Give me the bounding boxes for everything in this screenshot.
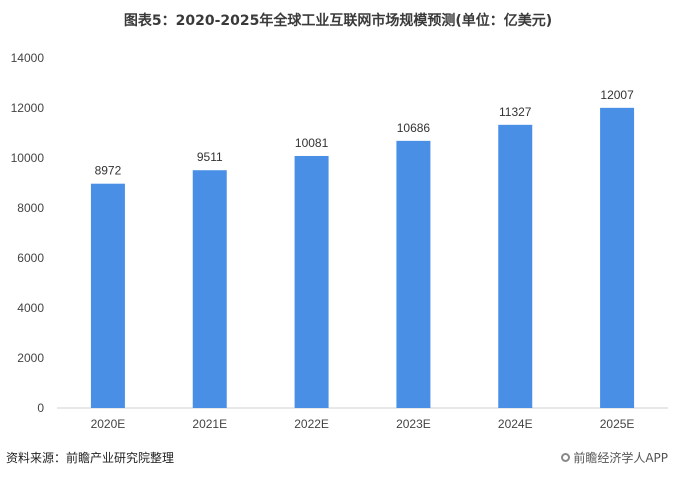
y-tick-label: 6000 (17, 251, 44, 265)
y-tick-label: 0 (37, 401, 44, 415)
x-tick-label: 2023E (396, 417, 431, 431)
brand-logo-icon (561, 453, 571, 462)
data-label-2024E: 11327 (499, 105, 532, 119)
x-tick-label: 2024E (498, 417, 533, 431)
source-note: 资料来源：前瞻产业研究院整理 (6, 451, 175, 465)
data-label-2023E: 10686 (397, 121, 431, 135)
chart-title: 图表5：2020-2025年全球工业互联网市场规模预测(单位：亿美元) (123, 13, 553, 29)
y-tick-label: 8000 (17, 201, 44, 215)
x-tick-label: 2025E (600, 417, 635, 431)
y-tick-label: 2000 (17, 351, 44, 365)
brand-watermark: 前瞻经济学人APP (561, 449, 668, 466)
x-axis: 2020E 2021E 2022E 2023E 2024E 2025E (91, 417, 635, 431)
bar-2024E (498, 124, 533, 408)
data-label-2022E: 10081 (295, 136, 329, 150)
bar-2023E (396, 140, 431, 408)
x-tick-label: 2020E (91, 417, 126, 431)
y-tick-label: 4000 (17, 301, 44, 315)
y-tick-label: 10000 (11, 151, 45, 165)
bar-2021E (192, 170, 227, 408)
y-tick-label: 14000 (11, 51, 45, 65)
data-labels-group: 8972 9511 10081 10686 11327 12007 (95, 88, 635, 178)
bar-2020E (90, 183, 125, 408)
x-tick-label: 2021E (192, 417, 227, 431)
data-label-2021E: 9511 (197, 150, 223, 164)
bar-2022E (294, 155, 329, 408)
y-tick-label: 12000 (11, 101, 45, 115)
y-axis: 0 2000 4000 6000 8000 10000 12000 14000 (11, 51, 45, 415)
brand-label: 前瞻经济学人APP (573, 451, 668, 465)
data-label-2020E: 8972 (95, 164, 122, 178)
bars-group (90, 107, 635, 408)
x-tick-label: 2022E (294, 417, 329, 431)
data-label-2025E: 12007 (600, 88, 634, 102)
bar-2025E (600, 107, 635, 408)
